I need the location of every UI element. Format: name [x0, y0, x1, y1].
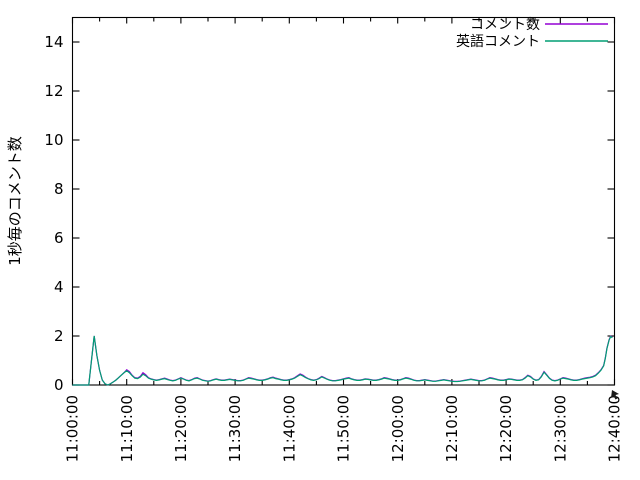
- y-axis-ticks: [72, 41, 615, 386]
- x-tick-label: 12:00:00: [389, 395, 407, 462]
- y-tick-label: 8: [54, 180, 64, 198]
- y-tick-label: 14: [44, 33, 63, 51]
- y-axis-label: 1秒毎のコメント数: [6, 136, 24, 266]
- x-tick-label: 11:20:00: [172, 395, 190, 462]
- x-tick-label: 11:10:00: [118, 395, 136, 462]
- plot-frame: [71, 16, 616, 386]
- x-tick-label: 11:30:00: [226, 395, 244, 462]
- x-tick-label: 12:10:00: [443, 395, 461, 462]
- series-line-2: [72, 335, 613, 386]
- y-tick-label: 6: [54, 229, 64, 247]
- legend-label-1: コメント数: [470, 17, 540, 33]
- y-tick-label: 10: [44, 131, 63, 149]
- y-tick-label: 4: [54, 278, 64, 296]
- series-group: [72, 335, 613, 386]
- y-tick-label: 12: [44, 82, 63, 100]
- x-tick-label: 12:20:00: [497, 395, 515, 462]
- x-axis-ticks: [71, 17, 616, 385]
- x-tick-label: 12:40:00: [606, 395, 624, 462]
- x-tick-label: 11:40:00: [280, 395, 298, 462]
- mouse-cursor-icon: [611, 390, 619, 400]
- legend-label-2: 英語コメント: [456, 33, 540, 50]
- y-tick-label: 2: [54, 327, 64, 345]
- x-tick-label: 11:50:00: [335, 395, 353, 462]
- x-axis-minor-ticks: [99, 17, 588, 385]
- x-tick-label: 11:00:00: [64, 395, 82, 462]
- y-axis-tick-labels: 0 2 4 6 8 10 12 14: [44, 33, 63, 394]
- x-tick-label: 12:30:00: [551, 395, 569, 462]
- y-tick-label: 0: [54, 376, 64, 394]
- x-axis-tick-labels: 11:00:00 11:10:00 11:20:00 11:30:00 11:40:00…: [64, 395, 624, 462]
